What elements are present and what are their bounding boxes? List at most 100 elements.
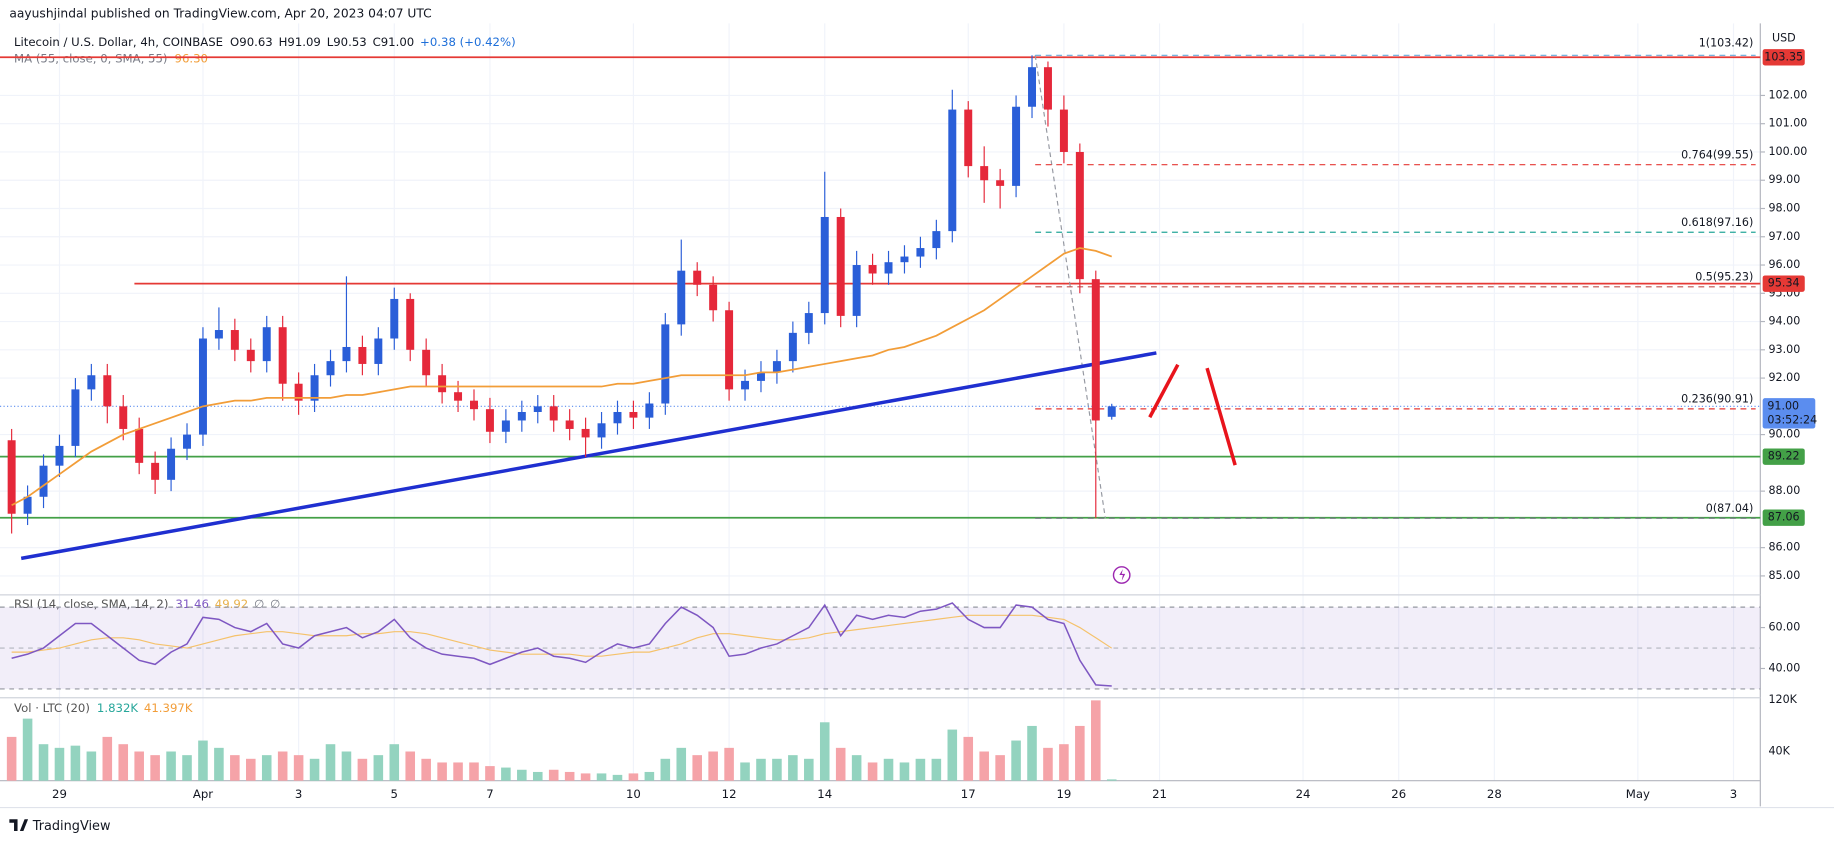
volume-bar <box>293 755 304 781</box>
price-tag <box>1762 448 1805 465</box>
price-tag-label: 103.35 <box>1764 50 1803 63</box>
legend-high: H91.09 <box>279 35 321 49</box>
candle-body <box>278 327 287 384</box>
logo-text: TradingView <box>32 819 111 834</box>
volume-bar <box>198 740 208 781</box>
candle-body <box>629 411 638 418</box>
volume-bar <box>54 747 65 781</box>
volume-bar <box>261 755 272 781</box>
price-tag <box>1762 49 1805 66</box>
volume-bar <box>1043 747 1053 781</box>
volume-value: 1.832K <box>97 701 138 715</box>
candle-body <box>167 448 176 480</box>
volume-bar <box>246 758 256 781</box>
arrow-down <box>1205 367 1237 466</box>
rsi-empty: ∅ <box>270 597 280 611</box>
volume-bar <box>804 758 814 781</box>
y-tick-label: 93.00 <box>1769 343 1801 356</box>
fib-label: 0.618(97.16) <box>1681 216 1753 229</box>
candle-body <box>948 109 957 232</box>
candle-body <box>900 256 909 263</box>
candle-body <box>262 327 271 362</box>
candle-body <box>294 383 303 401</box>
volume-bar <box>1075 725 1085 781</box>
candle-body <box>470 400 478 410</box>
candle-body <box>422 349 431 376</box>
volume-bar <box>373 755 384 781</box>
volume-bar <box>1027 725 1037 781</box>
volume-bar <box>995 755 1005 781</box>
candle-body <box>756 372 765 381</box>
rsi-empty: ∅ <box>254 597 264 611</box>
volume-bar <box>979 751 989 781</box>
x-tick-label: 21 <box>1152 787 1167 801</box>
price-tag-label: 95.34 <box>1768 277 1800 290</box>
candle-body <box>661 324 670 404</box>
fib-label: 0.764(99.55) <box>1681 148 1753 161</box>
volume-bar <box>70 745 81 781</box>
rsi-ma-value: 49.92 <box>215 597 248 611</box>
published-note: aayushjindal published on TradingView.co… <box>9 7 431 21</box>
volume-bar <box>644 771 655 781</box>
candle-body <box>39 465 48 497</box>
grid <box>0 23 1761 781</box>
volume-bar <box>86 751 97 781</box>
legend-open: O90.63 <box>230 35 273 49</box>
legend-close: C91.00 <box>373 35 415 49</box>
x-tick-label: Apr <box>193 787 213 801</box>
y-tick-label: 99.00 <box>1769 173 1801 186</box>
volume-bar <box>947 729 958 781</box>
y-tick-label: 98.00 <box>1769 201 1801 214</box>
candle-body <box>549 406 558 421</box>
candle-body <box>709 284 718 311</box>
volume-bar <box>532 771 543 781</box>
price-tag-label: 87.06 <box>1768 511 1800 524</box>
volume-bar <box>660 758 671 781</box>
candle-body <box>804 313 813 333</box>
candle-body <box>119 406 128 429</box>
volume-bar <box>214 747 224 781</box>
marks: 29 Apr 3 5 7 10 12 14 17 19 21 24 26 28 May 3 102.00 101.… <box>0 37 1817 801</box>
candle-body <box>103 375 112 407</box>
y-tick-label: 40K <box>1769 745 1791 758</box>
volume-bar <box>788 755 798 781</box>
volume-bar <box>341 751 352 781</box>
rsi-legend: RSI (14, close, SMA, 14, 2) 31.46 49.92 ∅ ∅ <box>14 597 280 611</box>
volume-bar <box>6 736 17 781</box>
volume-bar <box>150 755 160 781</box>
volume-bar <box>485 766 495 781</box>
candle-body <box>183 434 192 449</box>
price-tag <box>1762 275 1805 292</box>
volume-bar <box>612 774 623 781</box>
candle-body <box>693 270 702 285</box>
event-icon <box>1112 566 1131 584</box>
y-tick-label: 86.00 <box>1769 541 1801 554</box>
volume-bar <box>22 718 33 781</box>
candle-body <box>390 298 399 339</box>
last-price-label: 91.00 <box>1767 399 1799 412</box>
candle-body <box>836 216 845 316</box>
candle-body <box>868 265 877 274</box>
volume-bar <box>38 744 49 781</box>
candle-body <box>788 332 797 362</box>
volume-bar <box>166 751 176 781</box>
volume-bar <box>580 773 591 781</box>
candle-body <box>725 310 734 390</box>
candle-body <box>55 445 64 466</box>
y-tick-label: 97.00 <box>1769 230 1801 243</box>
x-tick-label: 3 <box>1730 787 1737 801</box>
volume-bar <box>819 722 830 781</box>
y-tick-label: 40.00 <box>1769 661 1801 674</box>
volume-bar <box>1059 744 1069 781</box>
volume-bar <box>230 755 240 781</box>
candle-body <box>23 496 32 514</box>
rsi-title: RSI (14, close, SMA, 14, 2) <box>14 597 168 611</box>
volume-bar <box>517 769 527 781</box>
candle-body <box>501 420 510 432</box>
x-tick-label: 29 <box>52 787 67 801</box>
candle-body <box>916 248 925 257</box>
x-tick-label: 24 <box>1296 787 1311 801</box>
volume-bar <box>453 762 463 781</box>
